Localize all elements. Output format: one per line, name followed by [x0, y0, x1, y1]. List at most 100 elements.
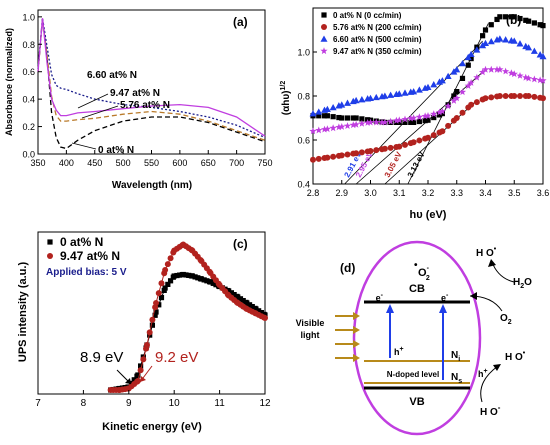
x-a-tick-label-7: 700	[229, 158, 244, 168]
marker-b-3-20	[407, 114, 415, 122]
marker-b-1-6	[338, 152, 345, 159]
marker-b-1-10	[358, 149, 365, 156]
marker-b-2-27	[438, 77, 446, 84]
marker-b-3-16	[387, 117, 395, 125]
series-line-c-0	[110, 273, 266, 391]
marker-b-3-12	[366, 118, 375, 126]
vb-label: VB	[409, 396, 424, 408]
ticks-b: 2.8 2.9 3.0 3.1 3.2 3.3 3.4 3.5 3.6 0.4 0.6 0.8 1.0	[297, 48, 549, 199]
legend-marker-b-0	[321, 12, 327, 18]
marker-b-2-31	[459, 59, 466, 67]
marker-b-1-43	[517, 93, 523, 99]
marker-b-0-9	[353, 115, 359, 121]
marker-b-1-16	[387, 144, 394, 151]
marker-b-0-24	[425, 117, 431, 123]
marker-b-1-42	[511, 93, 518, 99]
y-b-tick-label-1: 0.6	[297, 136, 310, 146]
marker-b-0-44	[523, 17, 529, 23]
marker-b-3-22	[415, 113, 423, 121]
hole-label-1-main: h	[394, 347, 400, 357]
marker-b-0-39	[497, 14, 503, 20]
hydroxyl-label-bottom: H O•	[505, 350, 526, 363]
hydroxide-label-main: H O	[480, 407, 498, 418]
series-line-a-3	[37, 18, 266, 137]
marker-b-1-25	[430, 132, 437, 139]
marker-b-0-4	[330, 114, 336, 120]
excitation-arrowhead-2	[439, 304, 447, 313]
marker-b-1-30	[453, 115, 460, 121]
marker-b-3-9	[352, 120, 360, 128]
marker-b-3-24	[424, 112, 432, 119]
y-b-tick-label-3: 1.0	[297, 48, 310, 58]
marker-b-2-30	[453, 66, 461, 73]
panel-label-d: (d)	[340, 261, 355, 275]
marker-b-3-19	[401, 115, 409, 123]
marker-b-3-21	[410, 114, 418, 122]
legend-label-b-2: 6.60 at% N (500 cc/min)	[333, 35, 422, 44]
hole-label-2-main: h	[478, 369, 484, 379]
hydroxide-label: H O-	[480, 403, 501, 418]
marker-b-0-47	[537, 22, 543, 28]
marker-b-3-1	[315, 126, 323, 134]
hydroxide-label-sup: -	[498, 403, 501, 412]
marker-b-3-10	[358, 119, 366, 127]
marker-b-1-19	[402, 141, 408, 148]
marker-b-2-39	[496, 35, 504, 42]
marker-b-0-20	[408, 119, 414, 125]
onset-label-0: 8.9 eV	[80, 349, 123, 366]
hydroxide-oxidation-arrow	[480, 365, 499, 403]
x-b-tick-label-4: 3.2	[422, 188, 435, 198]
marker-b-0-19	[402, 119, 408, 125]
hydroxyl-label-bottom-main: H O	[505, 352, 523, 363]
marker-b-2-43	[516, 40, 524, 47]
marker-b-3-44	[522, 73, 530, 81]
series-line-c-1	[110, 243, 266, 391]
marker-b-0-32	[465, 62, 471, 68]
marker-b-0-21	[411, 119, 417, 125]
x-a-tick-label-8: 750	[257, 158, 272, 168]
legend-marker-b-1	[321, 24, 327, 30]
marker-b-2-18	[395, 90, 403, 97]
hole-label-2-sup: +	[484, 368, 488, 375]
marker-b-0-25	[431, 114, 437, 121]
marker-b-3-33	[467, 79, 475, 86]
ni-label-sub: i	[458, 356, 460, 363]
marker-b-0-1	[316, 113, 322, 119]
pointer-a-9.47	[77, 93, 109, 109]
marker-b-3-38	[493, 65, 501, 73]
marker-b-3-46	[530, 75, 538, 83]
legend-marker-c-0	[47, 239, 53, 245]
marker-b-2-9	[352, 96, 360, 104]
y-a-tick-label-0: 0.0	[22, 150, 35, 160]
marker-b-3-2	[320, 125, 329, 133]
y-a-tick-label-2: 0.4	[22, 95, 35, 105]
panel-d: (d) CB VB N-doped level Ni Ns e- e- h+ h…	[296, 240, 532, 436]
pointer-a-5.76	[81, 105, 119, 119]
marker-b-0-26	[436, 112, 443, 118]
x-b-tick-label-7: 3.5	[508, 188, 521, 198]
legend-label-b-3: 9.47 at% N (350 cc/min)	[333, 47, 422, 56]
y-a-tick-label-1: 0.2	[22, 122, 35, 132]
marker-b-1-3	[324, 154, 331, 161]
water-label: H2O	[513, 277, 532, 290]
marker-b-3-23	[421, 112, 429, 120]
marker-b-3-36	[481, 65, 490, 73]
legend-marker-b-2	[320, 35, 328, 42]
marker-b-2-0	[309, 110, 317, 117]
x-b-tick-label-3: 3.1	[393, 188, 406, 198]
marker-b-2-13	[372, 93, 380, 101]
legend-b: 0 at% N (0 cc/min) 5.76 at% N (200 cc/min…	[320, 11, 422, 56]
marker-b-1-34	[473, 99, 480, 106]
fit-line-1	[355, 69, 486, 185]
marker-b-2-33	[467, 50, 475, 57]
marker-b-3-43	[516, 72, 524, 79]
x-b-tick-label-0: 2.8	[307, 188, 320, 198]
x-a-tick-label-0: 350	[30, 158, 45, 168]
marker-b-3-17	[392, 116, 400, 124]
panel-label-a: (a)	[233, 15, 248, 29]
marker-b-3-29	[450, 97, 458, 104]
ns-label-sub: s	[458, 378, 462, 385]
y-axis-label-a: Absorbance (normalized)	[4, 28, 14, 136]
x-c-tick-label-3: 10	[169, 398, 181, 409]
series-line-a-1	[37, 19, 266, 141]
